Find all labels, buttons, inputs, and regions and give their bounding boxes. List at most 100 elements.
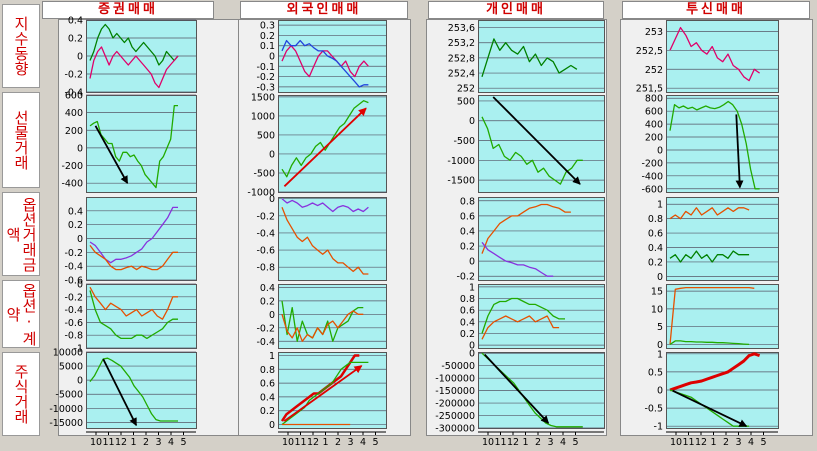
y-tick-label: 0.6 — [648, 229, 663, 240]
y-tick-label: -0.2 — [256, 211, 275, 222]
plot-panel — [478, 197, 605, 281]
y-tick-label: 253,2 — [448, 38, 475, 49]
y-tick-label: 252,4 — [448, 69, 475, 80]
y-tick-label: -0.4 — [64, 262, 83, 273]
y-tick-label: -200 — [641, 158, 663, 169]
y-tick-label: -0.6 — [256, 246, 275, 257]
x-tick-label: 4 — [560, 437, 566, 448]
series-line — [89, 23, 179, 66]
y-tick-label: -0.2 — [64, 248, 83, 259]
y-tick-label: 0.4 — [460, 226, 475, 237]
x-tick-label: 5 — [180, 437, 186, 448]
y-tick-label: 5000 — [59, 362, 83, 373]
plot-panel — [666, 20, 779, 93]
trend-arrow — [492, 96, 581, 185]
y-tick-label: -200000 — [435, 399, 475, 410]
y-tick-label: 600 — [645, 107, 663, 118]
x-tick-label: 12 — [695, 437, 707, 448]
series-line — [281, 361, 369, 426]
trend-arrow — [483, 353, 549, 424]
y-tick-label: -10000 — [49, 404, 83, 415]
plot-panel — [478, 20, 605, 93]
x-tick-label: 5 — [572, 437, 578, 448]
y-tick-label: 0.4 — [648, 243, 663, 254]
x-tick-label: 11 — [102, 437, 114, 448]
y-tick-label: 0.8 — [260, 365, 275, 376]
series-line — [89, 104, 178, 189]
series-line — [481, 203, 571, 254]
y-tick-label: -50000 — [441, 361, 475, 372]
column-title-securities: 증권매매 — [42, 1, 214, 19]
y-tick-label: 0.5 — [648, 367, 663, 378]
y-tick-label: 1500 — [251, 92, 275, 103]
plot-panel — [666, 197, 779, 281]
row-label-stock-trading: 주식거래 — [2, 352, 40, 436]
y-tick-label: 1 — [469, 282, 475, 293]
y-tick-label: 0 — [469, 349, 475, 360]
y-tick-label: -0.2 — [64, 292, 83, 303]
y-tick-label: 0.6 — [460, 211, 475, 222]
y-tick-label: 0.4 — [260, 392, 275, 403]
plot-panel — [86, 95, 197, 193]
plot-panel — [666, 352, 779, 429]
x-tick-label: 12 — [115, 437, 127, 448]
y-tick-label: 0 — [269, 149, 275, 160]
y-tick-label: 253,6 — [448, 23, 475, 34]
column-title-investment-trusts: 투신매매 — [622, 1, 810, 19]
y-tick-label: -0.1 — [256, 62, 275, 73]
plot-panel — [666, 284, 779, 349]
series-line — [89, 290, 178, 340]
row-label-futures-trading: 선물거래 — [2, 92, 40, 188]
y-tick-label: -0.2 — [256, 323, 275, 334]
x-tick-label: 2 — [335, 437, 341, 448]
y-tick-label: 0 — [657, 386, 663, 397]
series-line — [281, 198, 369, 213]
y-tick-label: 0 — [77, 376, 83, 387]
y-tick-label: -0.8 — [64, 331, 83, 342]
series-line — [281, 310, 364, 342]
y-tick-label: -1 — [654, 422, 663, 433]
y-tick-label: 0 — [77, 52, 83, 63]
y-tick-label: -0.2 — [456, 272, 475, 283]
y-tick-label: -0.3 — [256, 82, 275, 93]
x-tick-label: 12 — [307, 437, 319, 448]
series-line — [281, 100, 369, 178]
x-tick-label: 10 — [482, 437, 494, 448]
series-line — [481, 116, 583, 185]
y-tick-label: 0.3 — [260, 21, 275, 32]
y-tick-label: -500 — [253, 168, 275, 179]
column-title-foreigners: 외국인매매 — [240, 1, 408, 19]
series-line — [89, 286, 178, 320]
y-tick-label: 1 — [657, 200, 663, 211]
y-tick-label: 0.2 — [460, 242, 475, 253]
y-tick-label: -0.4 — [256, 337, 275, 348]
x-tick-label: 10 — [282, 437, 294, 448]
y-tick-label: -0.2 — [256, 72, 275, 83]
y-tick-label: -200 — [61, 161, 83, 172]
y-tick-label: 0 — [269, 194, 275, 205]
row-label-index-trend: 지수동향 — [2, 4, 40, 88]
plot-panel — [86, 197, 197, 281]
series-line — [89, 245, 178, 271]
trend-arrow — [672, 389, 748, 428]
x-tick-label: 12 — [507, 437, 519, 448]
y-tick-label: 500 — [257, 130, 275, 141]
y-tick-label: 200 — [645, 133, 663, 144]
y-tick-label: 5 — [657, 322, 663, 333]
y-tick-label: 0.2 — [460, 329, 475, 340]
series-line — [669, 250, 750, 263]
series-line — [669, 207, 750, 220]
trend-arrow — [283, 107, 367, 187]
y-tick-label: -400 — [641, 171, 663, 182]
y-tick-label: -1000 — [247, 188, 275, 199]
x-tick-label: 11 — [294, 437, 306, 448]
y-tick-label: 0.2 — [260, 296, 275, 307]
y-tick-label: 0.6 — [460, 306, 475, 317]
y-tick-label: 252 — [457, 84, 475, 95]
series-line — [669, 389, 750, 427]
series-line — [281, 207, 369, 275]
y-tick-label: -1500 — [447, 176, 475, 187]
y-tick-label: -0.4 — [64, 88, 83, 99]
series-line — [669, 100, 760, 190]
y-tick-label: 253 — [645, 27, 663, 38]
